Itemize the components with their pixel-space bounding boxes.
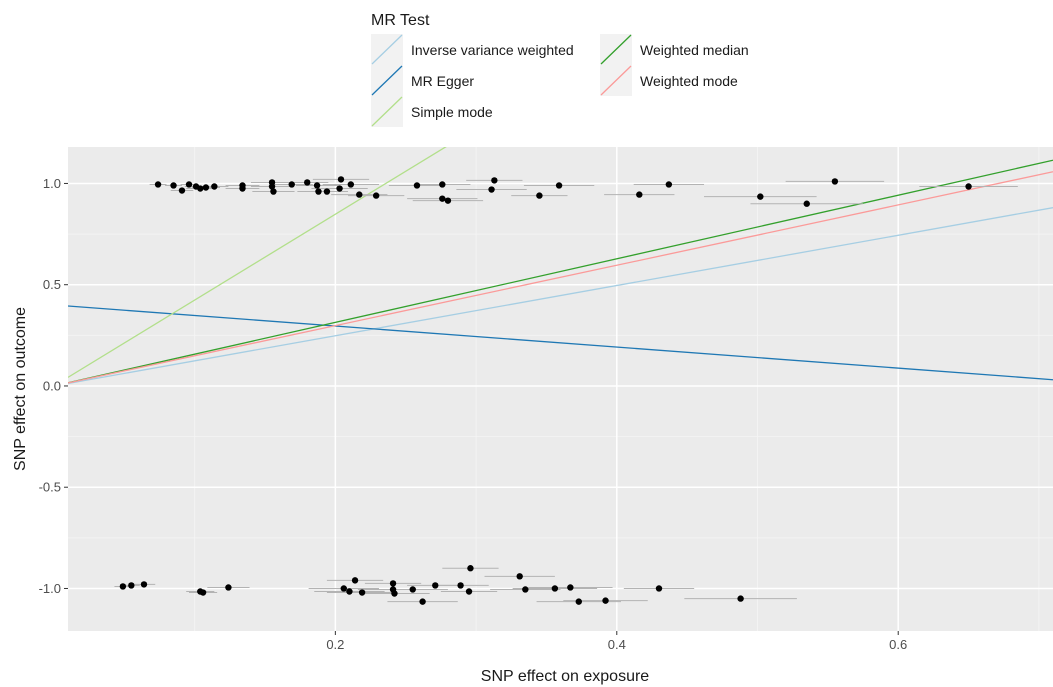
snp-point	[270, 188, 277, 195]
snp-point	[636, 191, 643, 198]
snp-point	[239, 185, 246, 192]
snp-point	[304, 179, 311, 186]
fit-line-simple-mode	[68, 147, 447, 378]
legend-key-line	[371, 65, 403, 96]
snp-point	[439, 195, 446, 202]
snp-point	[154, 181, 162, 188]
snp-point	[602, 597, 609, 604]
snp-point	[346, 588, 353, 595]
snp-point	[655, 585, 663, 592]
snp-point	[202, 184, 210, 191]
snp-point	[358, 589, 366, 596]
x-tick-label: 0.4	[608, 637, 626, 652]
snp-point	[140, 581, 148, 588]
snp-point	[467, 565, 474, 572]
snp-point	[444, 197, 452, 204]
legend: MR Test Inverse variance weighted MR Egge…	[371, 12, 749, 127]
snp-point	[419, 598, 426, 605]
snp-point	[199, 589, 207, 596]
snp-point	[119, 583, 127, 590]
snp-point	[522, 586, 529, 593]
snp-point	[337, 176, 345, 183]
snp-point	[536, 192, 543, 199]
y-tick-label: -1.0	[39, 581, 61, 596]
snp-point	[491, 177, 498, 184]
legend-label: Simple mode	[411, 104, 493, 120]
snp-point	[185, 181, 193, 188]
legend-items: Inverse variance weighted MR Egger Simple …	[371, 34, 749, 127]
mr-fit-lines	[68, 147, 1053, 385]
snp-point	[439, 181, 446, 188]
snp-point	[288, 181, 295, 188]
legend-key-line	[600, 34, 632, 65]
snp-point	[831, 178, 839, 185]
snp-point	[567, 584, 574, 591]
legend-item: Inverse variance weighted	[371, 34, 574, 65]
snp-point	[197, 185, 204, 192]
snp-point	[516, 573, 523, 580]
snp-point	[457, 582, 464, 589]
snp-point	[340, 585, 347, 592]
y-tick-label: 0.0	[43, 378, 61, 393]
plot-panel	[68, 147, 1053, 631]
snp-point	[336, 185, 343, 192]
data-points	[119, 176, 972, 605]
snp-point	[965, 183, 972, 190]
y-axis-title: SNP effect on outcome	[12, 307, 29, 471]
fit-line-weighted-median	[68, 159, 1053, 384]
fit-line-inverse-variance-weighted	[68, 207, 1053, 385]
snp-point	[170, 182, 177, 189]
snp-point	[465, 588, 473, 595]
legend-label: MR Egger	[411, 73, 474, 89]
y-tick-label: 1.0	[43, 176, 61, 191]
snp-point	[391, 590, 398, 597]
snp-point	[737, 595, 744, 602]
snp-point	[315, 188, 322, 195]
grid-lines	[68, 147, 1053, 631]
legend-title: MR Test	[371, 12, 430, 29]
fit-line-mr-egger	[68, 305, 1053, 381]
snp-point	[665, 181, 673, 188]
snp-point	[409, 586, 416, 593]
snp-point	[351, 577, 359, 584]
snp-point	[757, 193, 764, 200]
snp-point	[356, 191, 363, 198]
snp-point	[575, 598, 582, 605]
legend-label: Weighted mode	[640, 73, 738, 89]
x-tick-label: 0.6	[889, 637, 907, 652]
y-tick-label: 0.5	[43, 277, 61, 292]
x-tick-label: 0.2	[326, 637, 344, 652]
snp-point	[803, 200, 810, 207]
legend-item: Weighted mode	[600, 65, 738, 96]
legend-label: Weighted median	[640, 42, 749, 58]
snp-point	[389, 580, 397, 587]
legend-key-line	[600, 65, 632, 96]
snp-point	[268, 183, 276, 190]
legend-item: Simple mode	[371, 96, 493, 127]
snp-point	[225, 584, 232, 591]
snp-point	[323, 188, 331, 195]
snp-point	[488, 186, 495, 193]
y-tick-label: -0.5	[39, 480, 61, 495]
x-axis-title: SNP effect on exposure	[481, 668, 650, 685]
snp-point	[413, 182, 421, 189]
x-axis-ticks: 0.2 0.4 0.6	[326, 631, 907, 652]
snp-point	[555, 182, 563, 189]
snp-point	[432, 582, 439, 589]
fit-line-weighted-mode	[68, 171, 1053, 384]
y-axis-ticks: 1.0 0.5 0.0 -0.5 -1.0	[39, 176, 68, 596]
legend-label: Inverse variance weighted	[411, 42, 574, 58]
snp-point	[178, 187, 186, 194]
snp-point	[551, 585, 559, 592]
snp-point	[128, 582, 135, 589]
snp-point	[211, 183, 218, 190]
legend-key-line	[371, 96, 403, 127]
snp-point	[372, 192, 380, 199]
snp-point	[313, 182, 321, 189]
legend-key-line	[371, 34, 403, 65]
legend-item: MR Egger	[371, 65, 474, 96]
snp-point	[347, 181, 355, 188]
legend-item: Weighted median	[600, 34, 749, 65]
